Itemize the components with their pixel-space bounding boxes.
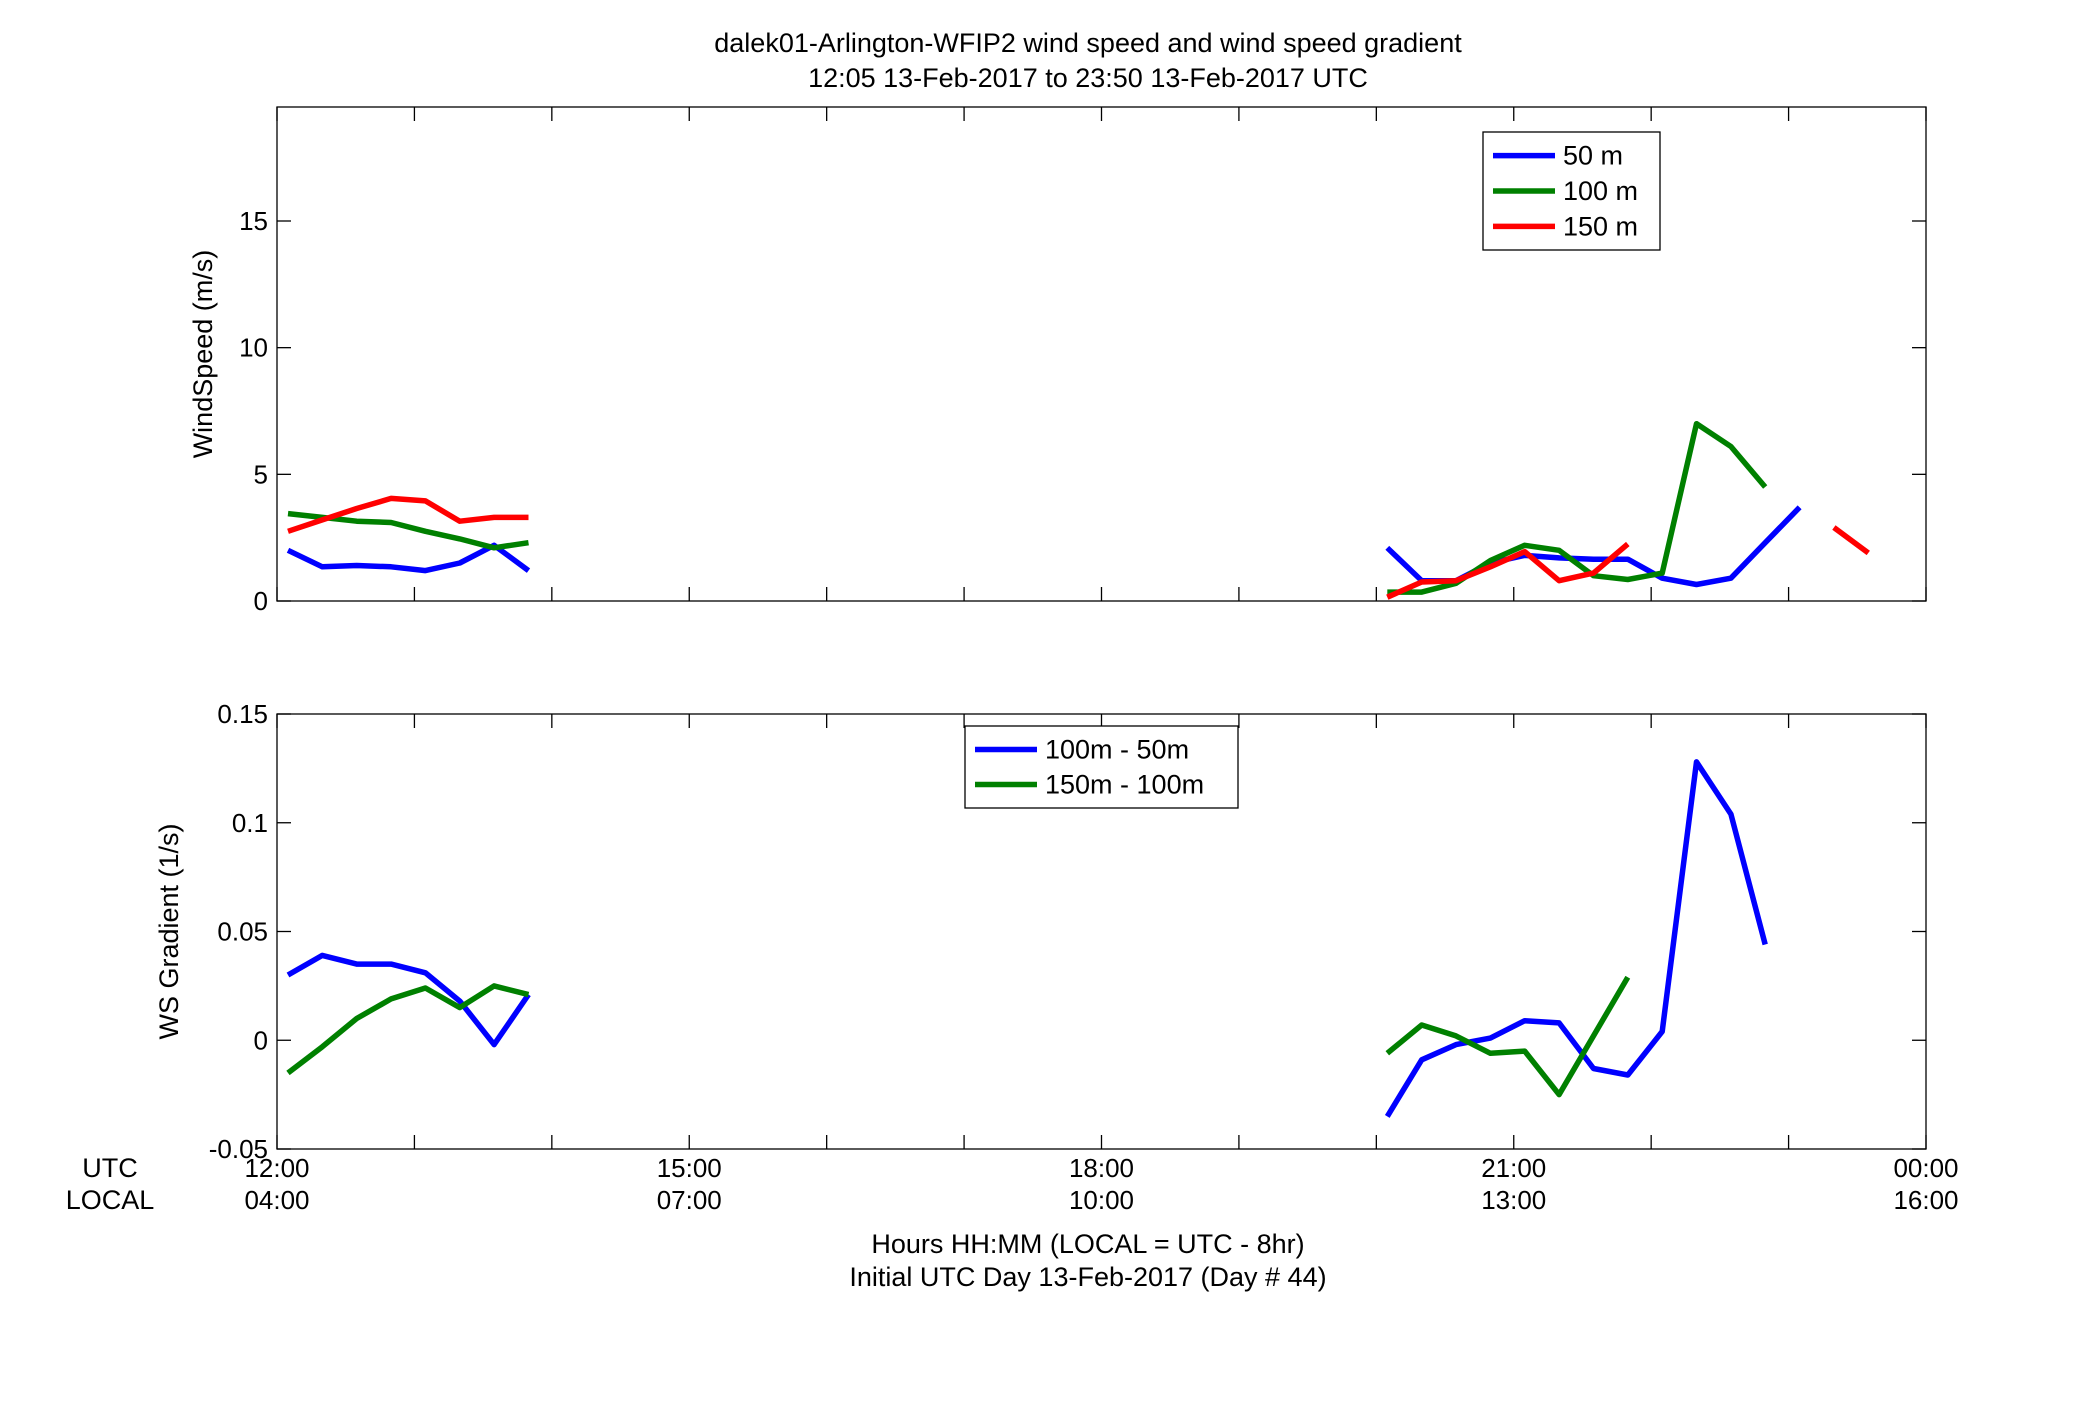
y-tick-label: 15 (239, 206, 268, 236)
y-tick-label: 0.1 (232, 808, 268, 838)
series-100m-50m-segment-0 (286, 952, 531, 1048)
y-tick-label: 5 (254, 459, 268, 489)
legend-entry: 150m - 100m (1045, 770, 1204, 800)
gradient-panel: -0.05 0 0.05 0.1 0.15 WS Gradient (1/s) 100m … (154, 699, 1927, 1164)
y-tick-label: 0 (254, 586, 268, 616)
series-100-m-segment-1 (1387, 420, 1768, 595)
x-tick-label-utc: 00:00 (1893, 1153, 1958, 1183)
x-tick-label-local: 07:00 (657, 1185, 722, 1215)
series-100m-50m-segment-1 (1384, 759, 1768, 1118)
x-tick-label-utc: 18:00 (1069, 1153, 1134, 1183)
axes-frame (276, 106, 1927, 602)
x-axis-sublabel: Initial UTC Day 13-Feb-2017 (Day # 44) (849, 1262, 1326, 1292)
legend-entry: 150 m (1563, 211, 1638, 241)
windspeed-panel: 0 5 10 15 WindSpeed (m/s) 50 m 100 m 150 m (188, 106, 1927, 616)
y-tick-label: 0.15 (217, 699, 268, 729)
x-tick-label-local: 10:00 (1069, 1185, 1134, 1215)
series-150-m-segment-2 (1832, 525, 1870, 556)
y-tick-label: 0.05 (217, 917, 268, 947)
y-axis-label: WS Gradient (1/s) (154, 823, 184, 1039)
utc-row-label: UTC (82, 1153, 138, 1183)
x-tick-label-local: 04:00 (244, 1185, 309, 1215)
series-150m-100m-segment-0 (286, 983, 530, 1076)
legend-entry: 100m - 50m (1045, 735, 1189, 765)
legend-entry: 50 m (1563, 141, 1623, 171)
series-150m-100m-segment-1 (1385, 975, 1631, 1098)
series-150-m-segment-1 (1386, 541, 1630, 600)
y-tick-label: 0 (254, 1025, 268, 1055)
x-axis-label: Hours HH:MM (LOCAL = UTC - 8hr) (871, 1229, 1304, 1259)
x-tick-label-local: 16:00 (1893, 1185, 1958, 1215)
local-row-label: LOCAL (66, 1185, 155, 1215)
chart-title: dalek01-Arlington-WFIP2 wind speed and w… (714, 28, 1462, 58)
x-tick-label-local: 13:00 (1481, 1185, 1546, 1215)
y-tick-label: -0.05 (209, 1134, 268, 1164)
x-tick-label-utc: 21:00 (1481, 1153, 1546, 1183)
y-axis-label: WindSpeed (m/s) (188, 250, 218, 459)
y-tick-label: 10 (239, 333, 268, 363)
x-tick-label-utc: 12:00 (244, 1153, 309, 1183)
legend-entry: 100 m (1563, 176, 1638, 206)
x-tick-label-utc: 15:00 (657, 1153, 722, 1183)
chart-subtitle: 12:05 13-Feb-2017 to 23:50 13-Feb-2017 U… (808, 63, 1368, 93)
legend (964, 725, 1239, 809)
series-150-m-segment-0 (287, 495, 529, 534)
